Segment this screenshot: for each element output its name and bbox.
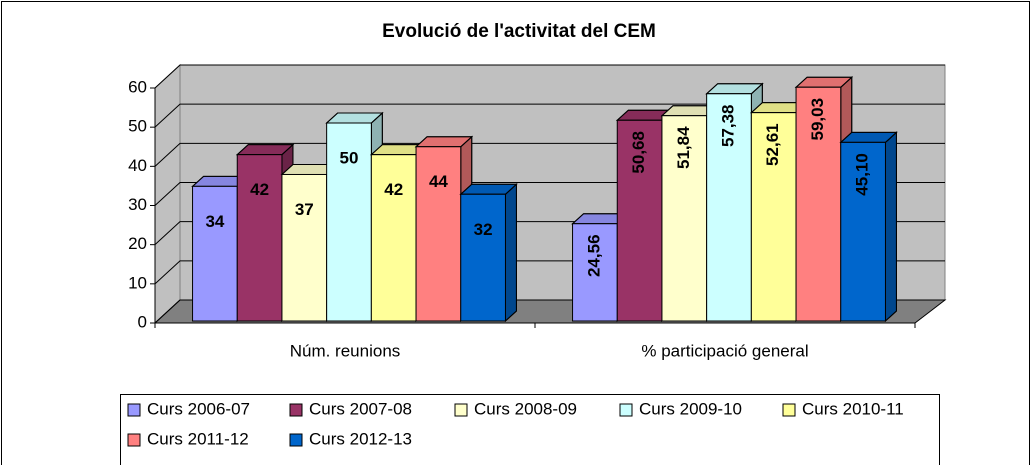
bar bbox=[750, 112, 797, 322]
grid-line bbox=[154, 64, 945, 89]
bar-side-shade bbox=[504, 183, 517, 323]
x-tick-label: % participació general bbox=[641, 341, 808, 360]
x-tick-label: Núm. reunions bbox=[290, 341, 401, 360]
data-label: 45,10 bbox=[853, 153, 872, 196]
chart-title: Evolució de l'activitat del CEM bbox=[382, 21, 656, 42]
bar bbox=[840, 141, 886, 322]
bar bbox=[326, 122, 372, 322]
legend-label: Curs 2007-08 bbox=[309, 399, 412, 418]
legend-swatch bbox=[454, 403, 468, 417]
bar bbox=[415, 146, 462, 322]
y-tick-label: 0 bbox=[138, 312, 147, 331]
grid-line bbox=[154, 103, 945, 128]
y-tick-label: 40 bbox=[128, 156, 147, 175]
y-tick-label: 50 bbox=[128, 117, 147, 136]
y-tick-label: 20 bbox=[128, 234, 147, 253]
data-label: 57,38 bbox=[718, 105, 737, 148]
data-label: 32 bbox=[474, 220, 493, 239]
bar bbox=[460, 193, 506, 322]
legend-box bbox=[120, 394, 940, 470]
bar bbox=[192, 185, 238, 322]
legend-swatch bbox=[619, 403, 633, 417]
data-label: 59,03 bbox=[808, 98, 827, 141]
legend-swatch bbox=[127, 403, 141, 417]
data-label: 37 bbox=[295, 200, 314, 219]
y-tick-label: 30 bbox=[128, 195, 147, 214]
legend-swatch bbox=[289, 433, 303, 447]
legend-label: Curs 2006-07 bbox=[147, 399, 250, 418]
data-label: 52,61 bbox=[763, 123, 782, 166]
bar bbox=[661, 115, 708, 322]
y-tick-label: 10 bbox=[128, 273, 147, 292]
bar bbox=[706, 93, 752, 322]
bar bbox=[236, 154, 283, 322]
legend-label: Curs 2010-11 bbox=[802, 399, 904, 418]
legend-label: Curs 2012-13 bbox=[309, 429, 412, 448]
data-label: 42 bbox=[384, 180, 403, 199]
legend-swatch bbox=[782, 403, 796, 417]
data-label: 24,56 bbox=[584, 234, 603, 277]
data-label: 42 bbox=[250, 180, 269, 199]
bar-side-shade bbox=[884, 131, 897, 323]
legend-swatch bbox=[289, 403, 303, 417]
data-label: 51,84 bbox=[674, 126, 693, 169]
y-tick-label: 60 bbox=[128, 77, 147, 96]
legend-label: Curs 2008-09 bbox=[474, 399, 577, 418]
bar bbox=[616, 119, 663, 322]
data-label: 34 bbox=[205, 212, 224, 231]
bar bbox=[281, 173, 328, 322]
data-label: 44 bbox=[429, 172, 448, 191]
data-label: 50 bbox=[340, 148, 359, 167]
data-label: 50,68 bbox=[629, 131, 648, 174]
legend-swatch bbox=[127, 433, 141, 447]
legend-label: Curs 2009-10 bbox=[639, 399, 742, 418]
legend-label: Curs 2011-12 bbox=[147, 429, 249, 448]
